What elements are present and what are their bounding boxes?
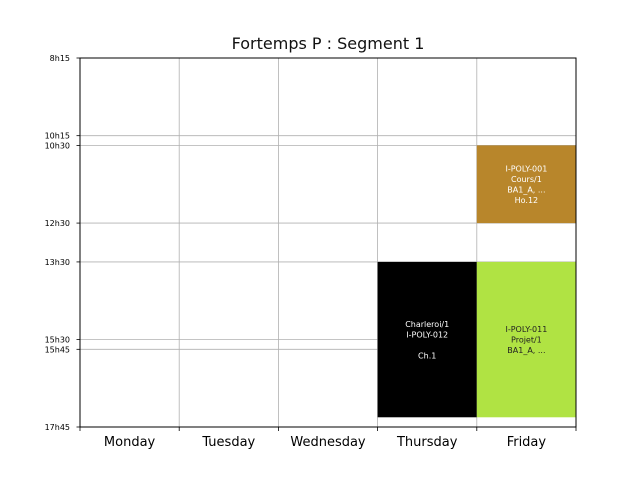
- x-tick-label: Tuesday: [201, 435, 255, 450]
- x-tick-label: Friday: [507, 435, 547, 450]
- x-tick-label: Wednesday: [290, 435, 366, 450]
- event-block: I-POLY-011 Projet/1BA1_A, ...: [476, 261, 576, 418]
- event-rect: [377, 261, 477, 418]
- event-label: Charleroi/1: [405, 320, 449, 329]
- y-tick-label: 13h30: [45, 258, 70, 267]
- y-tick-label: 17h45: [45, 423, 70, 432]
- chart-title: Fortemps P : Segment 1: [232, 34, 425, 53]
- x-tick-label: Thursday: [396, 435, 458, 450]
- event-rect: [476, 145, 576, 224]
- y-tick-label: 15h45: [45, 345, 70, 354]
- event-block: Charleroi/1I-POLY-012 Ch.1: [377, 261, 477, 418]
- event-label: I-POLY-011: [505, 325, 547, 334]
- y-tick-label: 8h15: [50, 54, 70, 63]
- y-tick-label: 10h15: [45, 132, 70, 141]
- event-label: I-POLY-012: [406, 330, 448, 339]
- grid: [80, 57, 576, 428]
- y-tick-label: 10h30: [45, 141, 70, 150]
- event-label: Ch.1: [418, 351, 436, 360]
- plot-frame: [79, 57, 577, 428]
- y-tick-label: 12h30: [45, 219, 70, 228]
- event-label: Cours/1: [511, 175, 542, 184]
- event-label: Projet/1: [511, 336, 542, 345]
- x-tick-label: Monday: [104, 435, 156, 450]
- event-label: Ho.12: [515, 196, 539, 205]
- event-rect: [476, 261, 576, 418]
- event-label: I-POLY-001: [505, 164, 547, 173]
- event-label: BA1_A, ...: [507, 346, 545, 355]
- y-tick-label: 15h30: [45, 336, 70, 345]
- event-label: BA1_A, ...: [507, 185, 545, 194]
